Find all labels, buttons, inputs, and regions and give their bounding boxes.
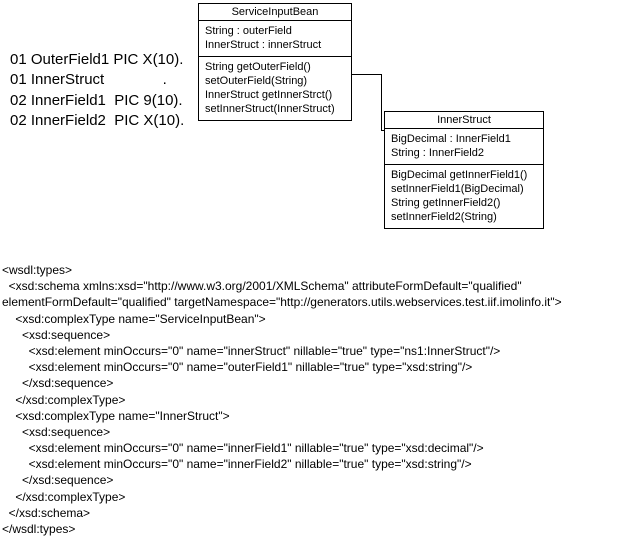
field-row: 01 OuterField1 PIC X(10). <box>10 50 184 70</box>
wsdl-types-xml: <wsdl:types> <xsd:schema xmlns:xsd="http… <box>2 262 562 537</box>
uml-op: setInnerStruct(InnerStruct) <box>205 102 345 116</box>
uml-op: setOuterField(String) <box>205 74 345 88</box>
uml-attr: BigDecimal : InnerField1 <box>391 132 537 146</box>
uml-attr: String : InnerField2 <box>391 146 537 160</box>
field-row: 02 InnerField1 PIC 9(10). <box>10 91 184 111</box>
uml-op: setInnerField1(BigDecimal) <box>391 182 537 196</box>
uml-attributes: String : outerField InnerStruct : innerS… <box>199 21 351 57</box>
uml-attributes: BigDecimal : InnerField1 String : InnerF… <box>385 129 543 165</box>
uml-attr: InnerStruct : innerStruct <box>205 38 345 52</box>
field-row: 02 InnerField2 PIC X(10). <box>10 111 184 131</box>
uml-title: InnerStruct <box>385 112 543 129</box>
connector-line <box>381 130 385 131</box>
uml-operations: String getOuterField() setOuterField(Str… <box>199 57 351 120</box>
uml-attr: String : outerField <box>205 24 345 38</box>
connector-line <box>352 74 382 75</box>
field-definitions: 01 OuterField1 PIC X(10). 01 InnerStruct… <box>10 50 184 131</box>
uml-class-serviceinputbean: ServiceInputBean String : outerField Inn… <box>198 3 352 121</box>
uml-op: String getOuterField() <box>205 60 345 74</box>
uml-op: InnerStruct getInnerStrct() <box>205 88 345 102</box>
uml-title: ServiceInputBean <box>199 4 351 21</box>
uml-operations: BigDecimal getInnerField1() setInnerFiel… <box>385 165 543 228</box>
uml-op: setInnerField2(String) <box>391 210 537 224</box>
uml-op: String getInnerField2() <box>391 196 537 210</box>
field-row: 01 InnerStruct . <box>10 70 184 90</box>
uml-op: BigDecimal getInnerField1() <box>391 168 537 182</box>
connector-line <box>381 74 382 131</box>
uml-class-innerstruct: InnerStruct BigDecimal : InnerField1 Str… <box>384 111 544 229</box>
